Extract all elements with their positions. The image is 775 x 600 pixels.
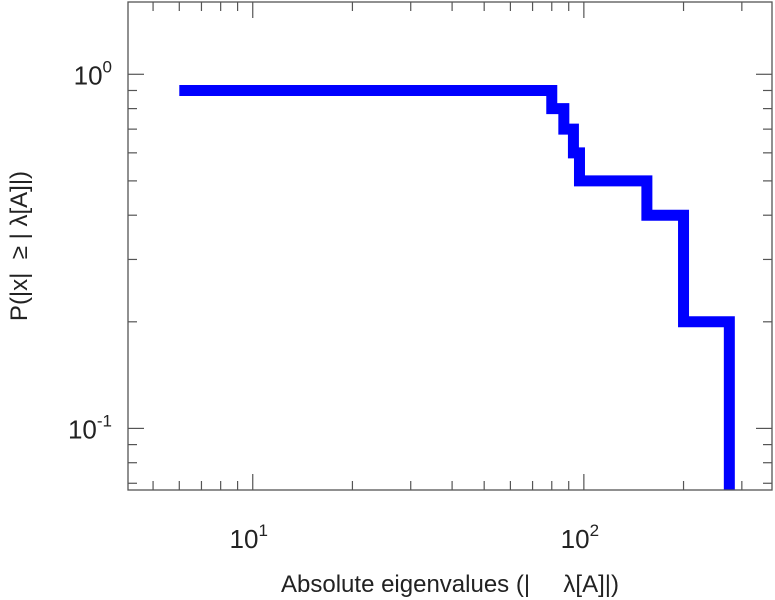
plot-frame: [127, 1, 773, 491]
tick-layer: 101 102 100 10-1: [68, 2, 772, 554]
series-line: [179, 84, 735, 490]
y-axis-label: P(|x| ≥ | λ[A]|): [6, 171, 33, 321]
x-tick-label: 101: [230, 521, 268, 554]
x-axis-label: Absolute eigenvalues (| λ[A]|): [281, 571, 619, 598]
x-tick-label: 102: [561, 521, 599, 554]
axis-layer: [127, 1, 773, 491]
y-tick-label: 10-1: [68, 411, 112, 444]
y-tick-label: 100: [74, 57, 112, 90]
series-layer: [179, 84, 735, 490]
